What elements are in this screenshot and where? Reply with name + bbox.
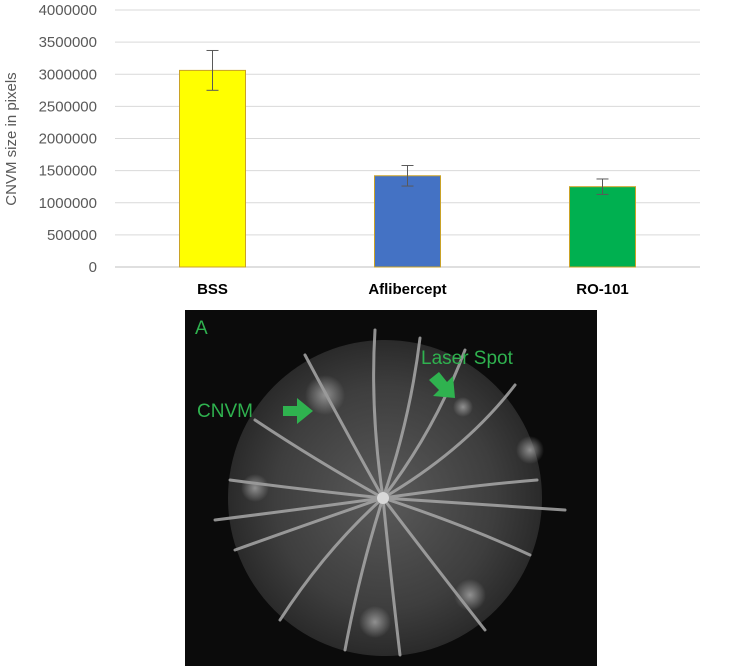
y-tick-label: 500000 bbox=[47, 227, 97, 244]
bar-chart: CNVM size in pixels 0 500000 1000000 150000… bbox=[3, 2, 700, 298]
y-tick-label: 2500000 bbox=[39, 98, 97, 115]
y-tick-label: 2000000 bbox=[39, 131, 97, 148]
retinal-vessels bbox=[213, 328, 567, 657]
y-tick-label: 0 bbox=[89, 259, 97, 276]
y-tick-label: 3000000 bbox=[39, 66, 97, 83]
arrow-icon bbox=[429, 372, 455, 398]
cnvm-lesion bbox=[305, 375, 345, 415]
x-tick-label: RO-101 bbox=[576, 281, 629, 298]
lesion-lower bbox=[359, 606, 391, 638]
y-tick-label: 3500000 bbox=[39, 34, 97, 51]
lesion-left bbox=[241, 474, 269, 502]
y-tick-label: 1500000 bbox=[39, 163, 97, 180]
bar-ro-101 bbox=[569, 186, 636, 268]
y-tick-label: 1000000 bbox=[39, 195, 97, 212]
lesion-right bbox=[516, 436, 544, 464]
x-tick-label: Aflibercept bbox=[368, 281, 446, 298]
laser-spot-lesion bbox=[453, 397, 473, 417]
optic-disc bbox=[377, 492, 389, 504]
y-tick-label: 4000000 bbox=[39, 2, 97, 19]
arrow-icon bbox=[283, 398, 313, 424]
cnvm-label: CNVM bbox=[197, 401, 253, 422]
lesion-lower-right bbox=[454, 579, 486, 611]
bar-aflibercept bbox=[374, 175, 441, 268]
fundus-angiogram-image: A CNVM Laser Spot bbox=[185, 310, 597, 666]
x-tick-label: BSS bbox=[197, 281, 228, 298]
panel-label: A bbox=[195, 318, 208, 339]
laser-spot-label: Laser Spot bbox=[421, 348, 513, 369]
bar-bss bbox=[179, 69, 246, 268]
y-axis-label: CNVM size in pixels bbox=[3, 72, 20, 205]
